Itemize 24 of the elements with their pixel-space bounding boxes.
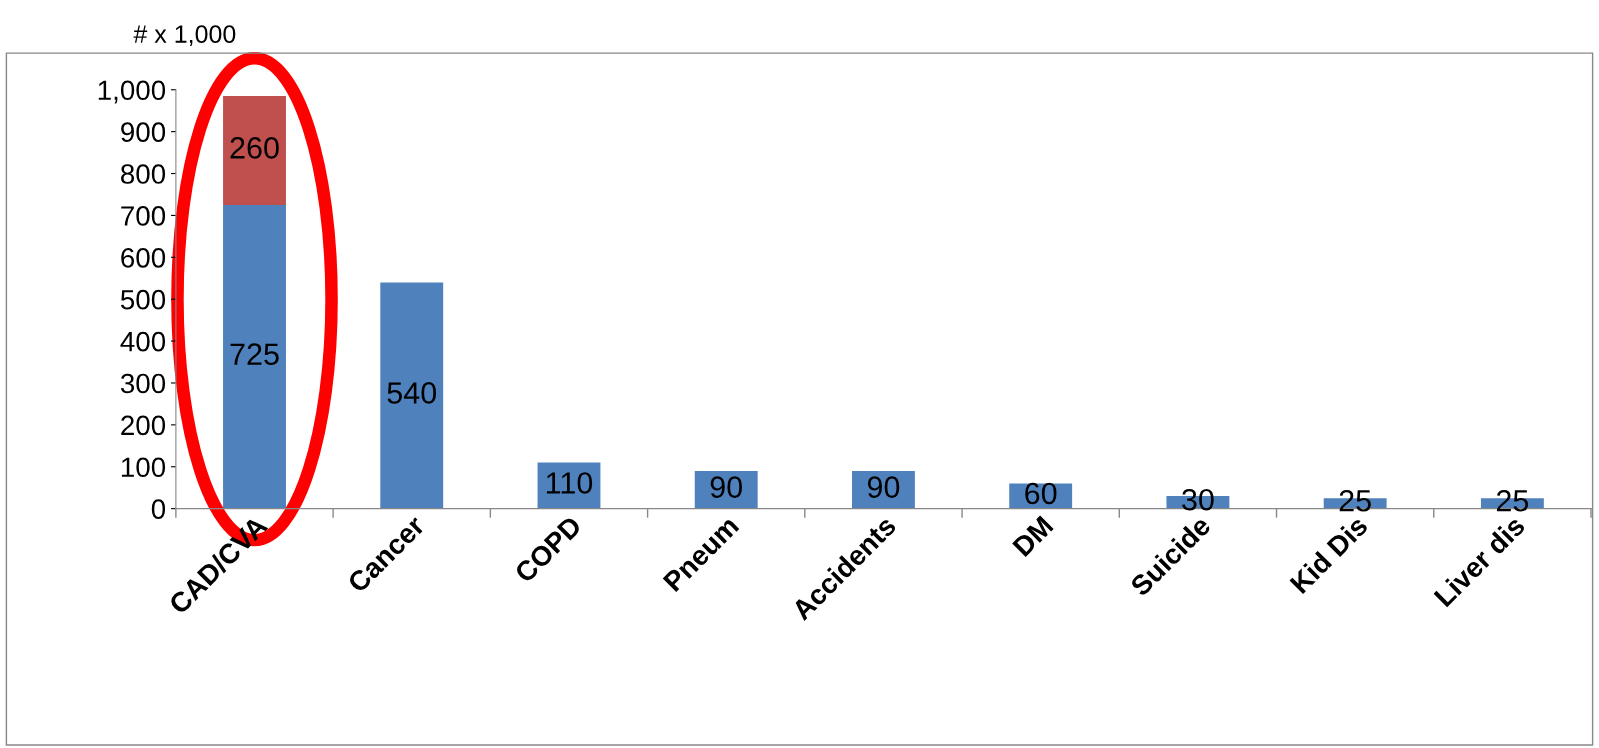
data-label: 90 — [867, 476, 900, 498]
y-tick-label: 300 — [120, 373, 166, 394]
data-label: 90 — [710, 476, 743, 498]
x-tick-label: DM — [1012, 515, 1054, 557]
y-tick-label: 200 — [121, 415, 166, 436]
y-tick-label: 0 — [151, 499, 166, 519]
y-axis-title: # x 1,000 — [133, 25, 236, 46]
y-tick-label: 1,000 — [98, 80, 166, 104]
y-tick-label: 600 — [121, 247, 166, 268]
data-label: 110 — [546, 472, 593, 494]
data-label: 60 — [1025, 482, 1057, 505]
y-tick-label: 800 — [121, 164, 166, 184]
bar — [223, 96, 286, 205]
y-tick-label: 100 — [121, 457, 166, 478]
data-label: 260 — [230, 137, 279, 159]
data-label: 725 — [230, 343, 279, 365]
y-tick-label: 500 — [120, 289, 166, 310]
bar — [380, 282, 444, 509]
y-tick-label: 400 — [120, 331, 166, 352]
data-label: 540 — [387, 382, 437, 404]
y-tick-label: 700 — [121, 206, 166, 226]
x-tick-label: Kid Dis — [1288, 514, 1369, 595]
bar — [223, 204, 286, 509]
y-tick-label: 900 — [121, 122, 166, 142]
